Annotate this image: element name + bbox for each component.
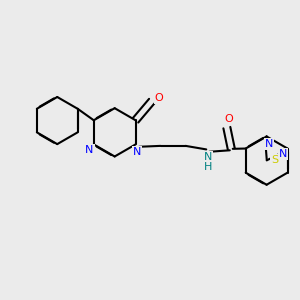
Text: H: H bbox=[203, 162, 212, 172]
Text: N: N bbox=[203, 152, 212, 162]
Text: N: N bbox=[85, 145, 94, 155]
Text: N: N bbox=[279, 149, 287, 159]
Text: S: S bbox=[272, 155, 279, 165]
Text: N: N bbox=[265, 139, 273, 149]
Text: O: O bbox=[155, 93, 164, 103]
Text: N: N bbox=[133, 147, 141, 157]
Text: O: O bbox=[225, 114, 234, 124]
